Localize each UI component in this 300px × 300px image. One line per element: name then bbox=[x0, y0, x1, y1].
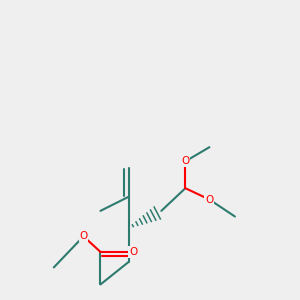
Text: O: O bbox=[129, 247, 137, 257]
Text: O: O bbox=[205, 194, 214, 205]
Text: O: O bbox=[181, 156, 190, 166]
Text: O: O bbox=[80, 231, 88, 241]
